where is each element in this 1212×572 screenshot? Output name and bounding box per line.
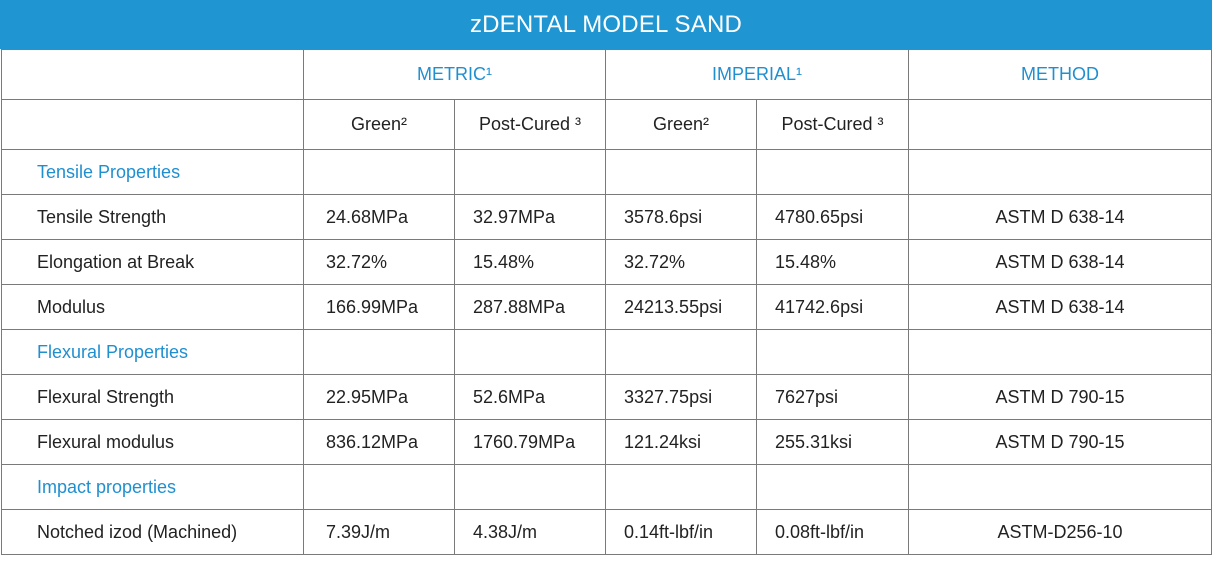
imperial-post-cured-value: 0.08ft-lbf/in (756, 509, 909, 555)
metric-post-cured-value: 52.6MPa (454, 374, 606, 420)
imperial-green-value: 3578.6psi (605, 194, 757, 240)
table-row: Elongation at Break 32.72% 15.48% 32.72%… (1, 239, 1212, 285)
metric-post-cured-value: 287.88MPa (454, 284, 606, 330)
imperial-post-cured-value: 4780.65psi (756, 194, 909, 240)
metric-green-value: 22.95MPa (303, 374, 455, 420)
method-header: METHOD (908, 49, 1212, 100)
imperial-post-cured-value: 41742.6psi (756, 284, 909, 330)
property-label: Flexural Strength (1, 374, 304, 420)
imperial-post-cured-header: Post-Cured ³ (756, 99, 909, 150)
imperial-green-value: 3327.75psi (605, 374, 757, 420)
imperial-post-cured-value: 255.31ksi (756, 419, 909, 465)
imperial-green-header: Green² (605, 99, 757, 150)
method-value: ASTM D 638-14 (908, 194, 1212, 240)
section-row-flexural: Flexural Properties (1, 329, 1212, 375)
imperial-header: IMPERIAL¹ (605, 49, 909, 100)
property-label: Flexural modulus (1, 419, 304, 465)
metric-post-cured-value: 1760.79MPa (454, 419, 606, 465)
method-empty-cell (908, 99, 1212, 150)
property-label: Elongation at Break (1, 239, 304, 285)
section-row-impact: Impact properties (1, 464, 1212, 510)
metric-post-cured-value: 15.48% (454, 239, 606, 285)
metric-green-value: 7.39J/m (303, 509, 455, 555)
table-title: zDENTAL MODEL SAND (0, 0, 1212, 49)
imperial-green-value: 0.14ft-lbf/in (605, 509, 757, 555)
method-value: ASTM D 790-15 (908, 419, 1212, 465)
table-row: Tensile Strength 24.68MPa 32.97MPa 3578.… (1, 194, 1212, 240)
metric-post-cured-header: Post-Cured ³ (454, 99, 606, 150)
table-row: Notched izod (Machined) 7.39J/m 4.38J/m … (1, 509, 1212, 555)
header-empty-cell (1, 99, 304, 150)
section-label-flexural: Flexural Properties (1, 329, 304, 375)
header-empty-cell (1, 49, 304, 100)
metric-header: METRIC¹ (303, 49, 606, 100)
imperial-post-cured-value: 7627psi (756, 374, 909, 420)
method-value: ASTM D 790-15 (908, 374, 1212, 420)
section-label-impact: Impact properties (1, 464, 304, 510)
section-label-tensile: Tensile Properties (1, 149, 304, 195)
table-row: Modulus 166.99MPa 287.88MPa 24213.55psi … (1, 284, 1212, 330)
metric-post-cured-value: 32.97MPa (454, 194, 606, 240)
property-label: Notched izod (Machined) (1, 509, 304, 555)
imperial-green-value: 24213.55psi (605, 284, 757, 330)
metric-green-value: 32.72% (303, 239, 455, 285)
table-row: Flexural modulus 836.12MPa 1760.79MPa 12… (1, 419, 1212, 465)
method-value: ASTM D 638-14 (908, 284, 1212, 330)
imperial-post-cured-value: 15.48% (756, 239, 909, 285)
properties-table: METRIC¹ IMPERIAL¹ METHOD Green² Post-Cur… (1, 49, 1212, 555)
metric-post-cured-value: 4.38J/m (454, 509, 606, 555)
metric-green-value: 24.68MPa (303, 194, 455, 240)
metric-green-value: 166.99MPa (303, 284, 455, 330)
section-row-tensile: Tensile Properties (1, 149, 1212, 195)
imperial-green-value: 32.72% (605, 239, 757, 285)
property-label: Tensile Strength (1, 194, 304, 240)
metric-green-header: Green² (303, 99, 455, 150)
method-value: ASTM-D256-10 (908, 509, 1212, 555)
header-row-states: Green² Post-Cured ³ Green² Post-Cured ³ (1, 99, 1212, 150)
header-row-units: METRIC¹ IMPERIAL¹ METHOD (1, 49, 1212, 100)
metric-green-value: 836.12MPa (303, 419, 455, 465)
imperial-green-value: 121.24ksi (605, 419, 757, 465)
table-row: Flexural Strength 22.95MPa 52.6MPa 3327.… (1, 374, 1212, 420)
method-value: ASTM D 638-14 (908, 239, 1212, 285)
property-label: Modulus (1, 284, 304, 330)
